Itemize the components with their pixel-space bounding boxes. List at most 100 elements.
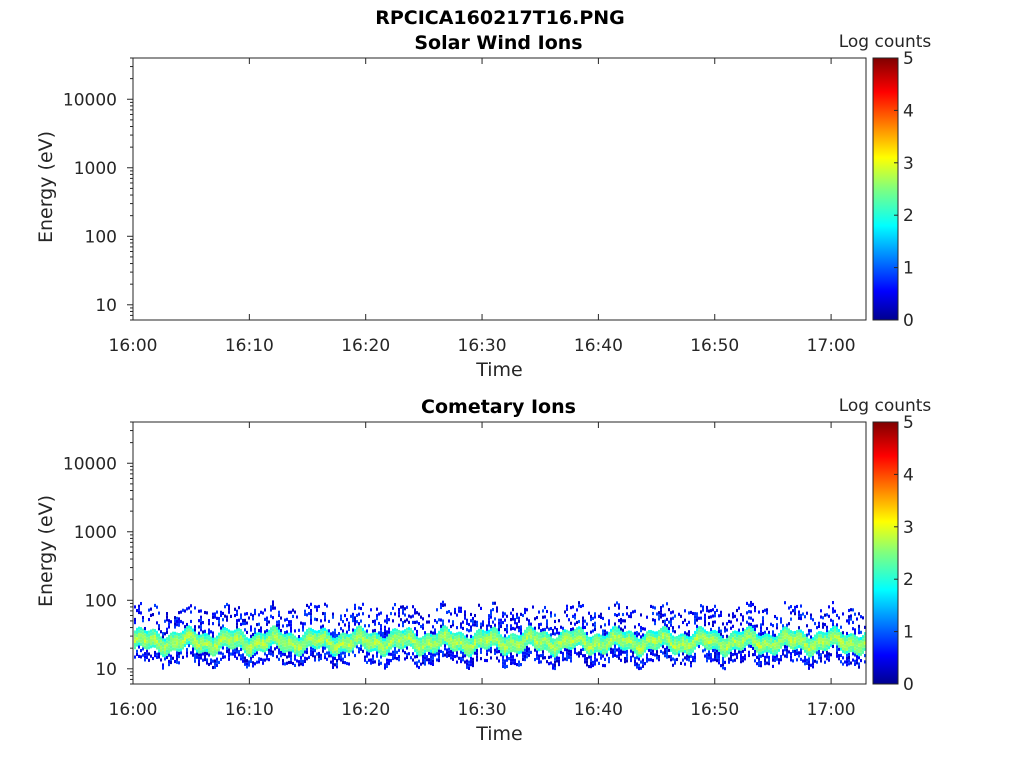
spectrogram-cell [670,648,672,652]
spectrogram-cell [760,651,762,655]
spectrogram-cell [270,646,272,650]
spectrogram-cell [854,628,856,632]
spectrogram-cell [778,658,780,662]
spectrogram-cell [340,642,342,646]
spectrogram-cell [212,631,214,635]
spectrogram-cell [382,635,384,639]
spectrogram-cell [498,618,500,622]
spectrogram-cell [250,647,252,651]
spectrogram-cell [744,654,746,658]
spectrogram-cell [786,639,788,643]
spectrogram-cell [582,616,584,620]
spectrogram-cell [672,657,674,661]
spectrogram-cell [380,661,382,665]
spectrogram-cell [438,637,440,641]
colorbar-tick-label: 3 [903,154,914,174]
spectrogram-cell [224,633,226,637]
spectrogram-cell [818,640,820,644]
spectrogram-cell [276,642,278,646]
spectrogram-cell [436,620,438,624]
spectrogram-cell [460,622,462,626]
spectrogram-cell [788,631,790,635]
spectrogram-cell [542,647,544,651]
spectrogram-cell [270,639,272,643]
spectrogram-cell [754,643,756,647]
spectrogram-cell [358,606,360,610]
spectrogram-cell [802,659,804,663]
spectrogram-cell [380,627,382,631]
spectrogram-cell [684,637,686,641]
spectrogram-cell [854,659,856,663]
spectrogram-cell [264,649,266,653]
spectrogram-cell [430,661,432,666]
spectrogram-cell [594,659,596,663]
spectrogram-cell [708,640,710,645]
spectrogram-cell [582,647,584,652]
spectrogram-cell [262,642,264,646]
spectrogram-cell [700,616,702,620]
spectrogram-cell [192,647,194,651]
spectrogram-cell [678,612,680,616]
spectrogram-cell [760,645,762,649]
spectrogram-cell [172,656,174,660]
spectrogram-cell [590,618,592,622]
spectrogram-cell [800,635,802,639]
spectrogram-cell [760,664,762,668]
spectrogram-cell [422,617,424,621]
spectrogram-cell [776,623,778,627]
spectrogram-cell [330,635,332,639]
spectrogram-cell [194,606,196,610]
spectrogram-cell [706,630,708,635]
spectrogram-cell [702,630,704,634]
spectrogram-cell [186,641,188,645]
spectrogram-cell [622,628,624,632]
spectrogram-cell [844,635,846,639]
spectrogram-cell [472,616,474,621]
spectrogram-cell [620,643,622,647]
spectrogram-cell [150,654,152,658]
spectrogram-cell [250,644,252,648]
spectrogram-cell [544,631,546,635]
spectrogram-cell [198,637,200,642]
spectrogram-cell [144,636,146,640]
spectrogram-cell [510,624,512,628]
spectrogram-cell [612,654,614,658]
spectrogram-cell [530,631,532,636]
spectrogram-cell [508,647,510,651]
spectrogram-cell [422,636,424,640]
spectrogram-cell [384,644,386,648]
spectrogram-cell [348,624,350,628]
spectrogram-cell [720,642,722,646]
spectrogram-cell [760,639,762,643]
spectrogram-cell [286,655,288,659]
spectrogram-cell [726,634,728,638]
spectrogram-cell [538,660,540,664]
spectrogram-cell [252,664,254,668]
spectrogram-cell [576,636,578,640]
spectrogram-cell [382,647,384,651]
spectrogram-cell [812,652,814,656]
spectrogram-cell [738,644,740,648]
spectrogram-cell [842,634,844,638]
spectrogram-cell [742,627,744,631]
spectrogram-cell [606,643,608,648]
spectrogram-cell [578,641,580,646]
spectrogram-cell [534,642,536,646]
spectrogram-cell [480,635,482,639]
spectrogram-cell [488,636,490,640]
spectrogram-cell [270,608,272,612]
spectrogram-cell [178,645,180,649]
spectrogram-cell [332,647,334,651]
spectrogram-cell [378,631,380,635]
spectrogram-cell [396,641,398,645]
spectrogram-cell [352,634,354,638]
spectrogram-cell [842,662,844,666]
spectrogram-cell [434,647,436,651]
spectrogram-cell [740,622,742,626]
spectrogram-cell [352,615,354,620]
spectrogram-cell [376,654,378,658]
spectrogram-cell [254,630,256,634]
spectrogram-cell [460,606,462,610]
spectrogram-cell [766,639,768,643]
spectrogram-cell [532,627,534,631]
